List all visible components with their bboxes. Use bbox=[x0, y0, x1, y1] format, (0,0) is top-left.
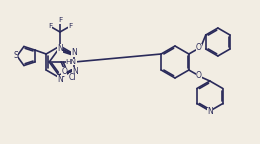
Text: N: N bbox=[207, 108, 213, 116]
Text: S: S bbox=[14, 52, 18, 60]
Text: F: F bbox=[68, 23, 72, 29]
Text: O: O bbox=[61, 67, 67, 75]
Text: O: O bbox=[196, 72, 202, 80]
Text: HN: HN bbox=[66, 59, 77, 65]
Text: N: N bbox=[71, 48, 77, 57]
Text: O: O bbox=[196, 43, 202, 53]
Text: N: N bbox=[57, 43, 62, 53]
Text: N: N bbox=[57, 74, 63, 84]
Text: N: N bbox=[72, 67, 78, 75]
Text: F: F bbox=[48, 23, 52, 29]
Text: F: F bbox=[58, 18, 62, 23]
Text: Cl: Cl bbox=[69, 72, 77, 82]
